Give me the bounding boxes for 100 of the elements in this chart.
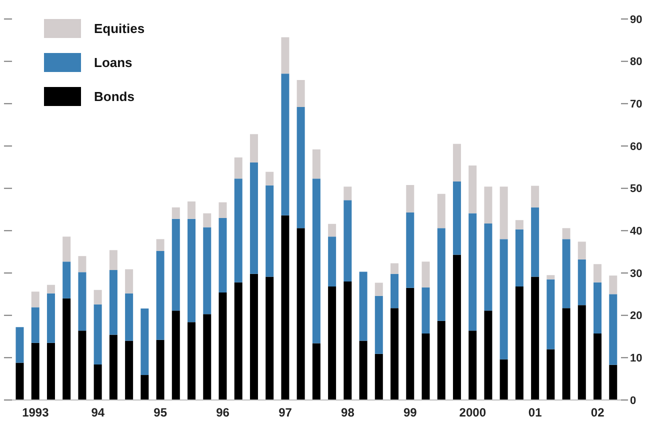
bar (188, 218, 196, 322)
bar (281, 37, 290, 74)
bar (109, 250, 118, 270)
y-tick-label: 50 (630, 183, 642, 196)
bar (203, 227, 212, 314)
bar (266, 172, 274, 186)
bar (406, 288, 414, 400)
bar (125, 293, 134, 341)
y-tick-label: 90 (630, 14, 642, 26)
bar (188, 201, 196, 219)
bar (422, 287, 430, 334)
bar (62, 298, 71, 400)
bar (31, 342, 40, 400)
bar (578, 305, 586, 400)
bar (500, 359, 508, 400)
x-tick-label: 94 (91, 406, 105, 420)
bar (250, 134, 258, 163)
legend-label: Bonds (94, 88, 134, 104)
bar (156, 239, 164, 251)
bar (203, 314, 212, 400)
bar (374, 282, 383, 296)
bar (546, 279, 555, 350)
bar (94, 364, 102, 400)
bar (78, 330, 86, 400)
bar (531, 276, 540, 400)
bar (374, 354, 383, 400)
bar (266, 276, 274, 400)
bar (46, 284, 55, 294)
bar (328, 236, 336, 287)
bar (515, 286, 524, 400)
bar (390, 274, 399, 308)
bar (109, 334, 118, 400)
bar (390, 263, 399, 274)
bar (46, 342, 55, 400)
y-tick-label: 80 (630, 56, 642, 68)
bar (234, 282, 242, 400)
bar (468, 330, 477, 400)
bar (172, 207, 180, 219)
y-tick-label: 30 (630, 268, 642, 280)
bar (250, 274, 258, 400)
x-tick-label: 02 (590, 406, 605, 420)
bar (452, 182, 461, 255)
bar (328, 286, 336, 400)
x-tick-label: 2000 (459, 406, 486, 420)
bar (562, 228, 570, 240)
bar (484, 186, 492, 224)
bar (531, 207, 540, 277)
bar (31, 307, 40, 343)
bar (578, 242, 586, 260)
bar (422, 262, 430, 288)
bar (156, 250, 164, 340)
x-tick-label: 95 (154, 406, 168, 420)
y-tick-label: 0 (630, 394, 636, 407)
bar (468, 213, 477, 331)
bar (546, 349, 555, 400)
bar (78, 256, 86, 272)
x-tick-label: 01 (528, 406, 542, 420)
bar (94, 304, 102, 364)
bar (531, 186, 540, 208)
bar (609, 364, 618, 400)
y-tick-label: 60 (630, 140, 642, 153)
bar (16, 362, 24, 400)
bar (296, 107, 305, 228)
bar (422, 334, 430, 400)
bar (578, 259, 586, 306)
bar (562, 308, 570, 400)
bar (390, 308, 399, 400)
bar (140, 375, 149, 400)
bar (452, 254, 461, 400)
x-tick-label: 98 (341, 406, 355, 420)
bar (344, 281, 352, 400)
bar (281, 74, 290, 216)
y-tick-label: 10 (630, 352, 642, 365)
bar (109, 270, 118, 335)
bar (172, 218, 180, 311)
x-tick-label: 97 (278, 406, 292, 420)
bar (312, 178, 320, 344)
bar (344, 200, 352, 282)
bar (140, 308, 149, 376)
bar (515, 229, 524, 287)
bar (78, 272, 86, 331)
bar (609, 294, 618, 365)
bar (156, 340, 164, 400)
bar (188, 322, 196, 400)
bar (296, 80, 305, 108)
bar (406, 212, 414, 288)
bar (406, 184, 414, 212)
bar (312, 149, 320, 179)
bar (452, 144, 461, 182)
bar (31, 292, 40, 308)
bar (468, 165, 477, 214)
bar (203, 213, 212, 228)
bar (562, 239, 570, 308)
bar (359, 340, 368, 400)
bar (218, 292, 227, 400)
bar (296, 228, 305, 400)
bar (234, 178, 242, 282)
bar (437, 320, 446, 400)
bar (234, 157, 242, 179)
bar (250, 162, 258, 274)
